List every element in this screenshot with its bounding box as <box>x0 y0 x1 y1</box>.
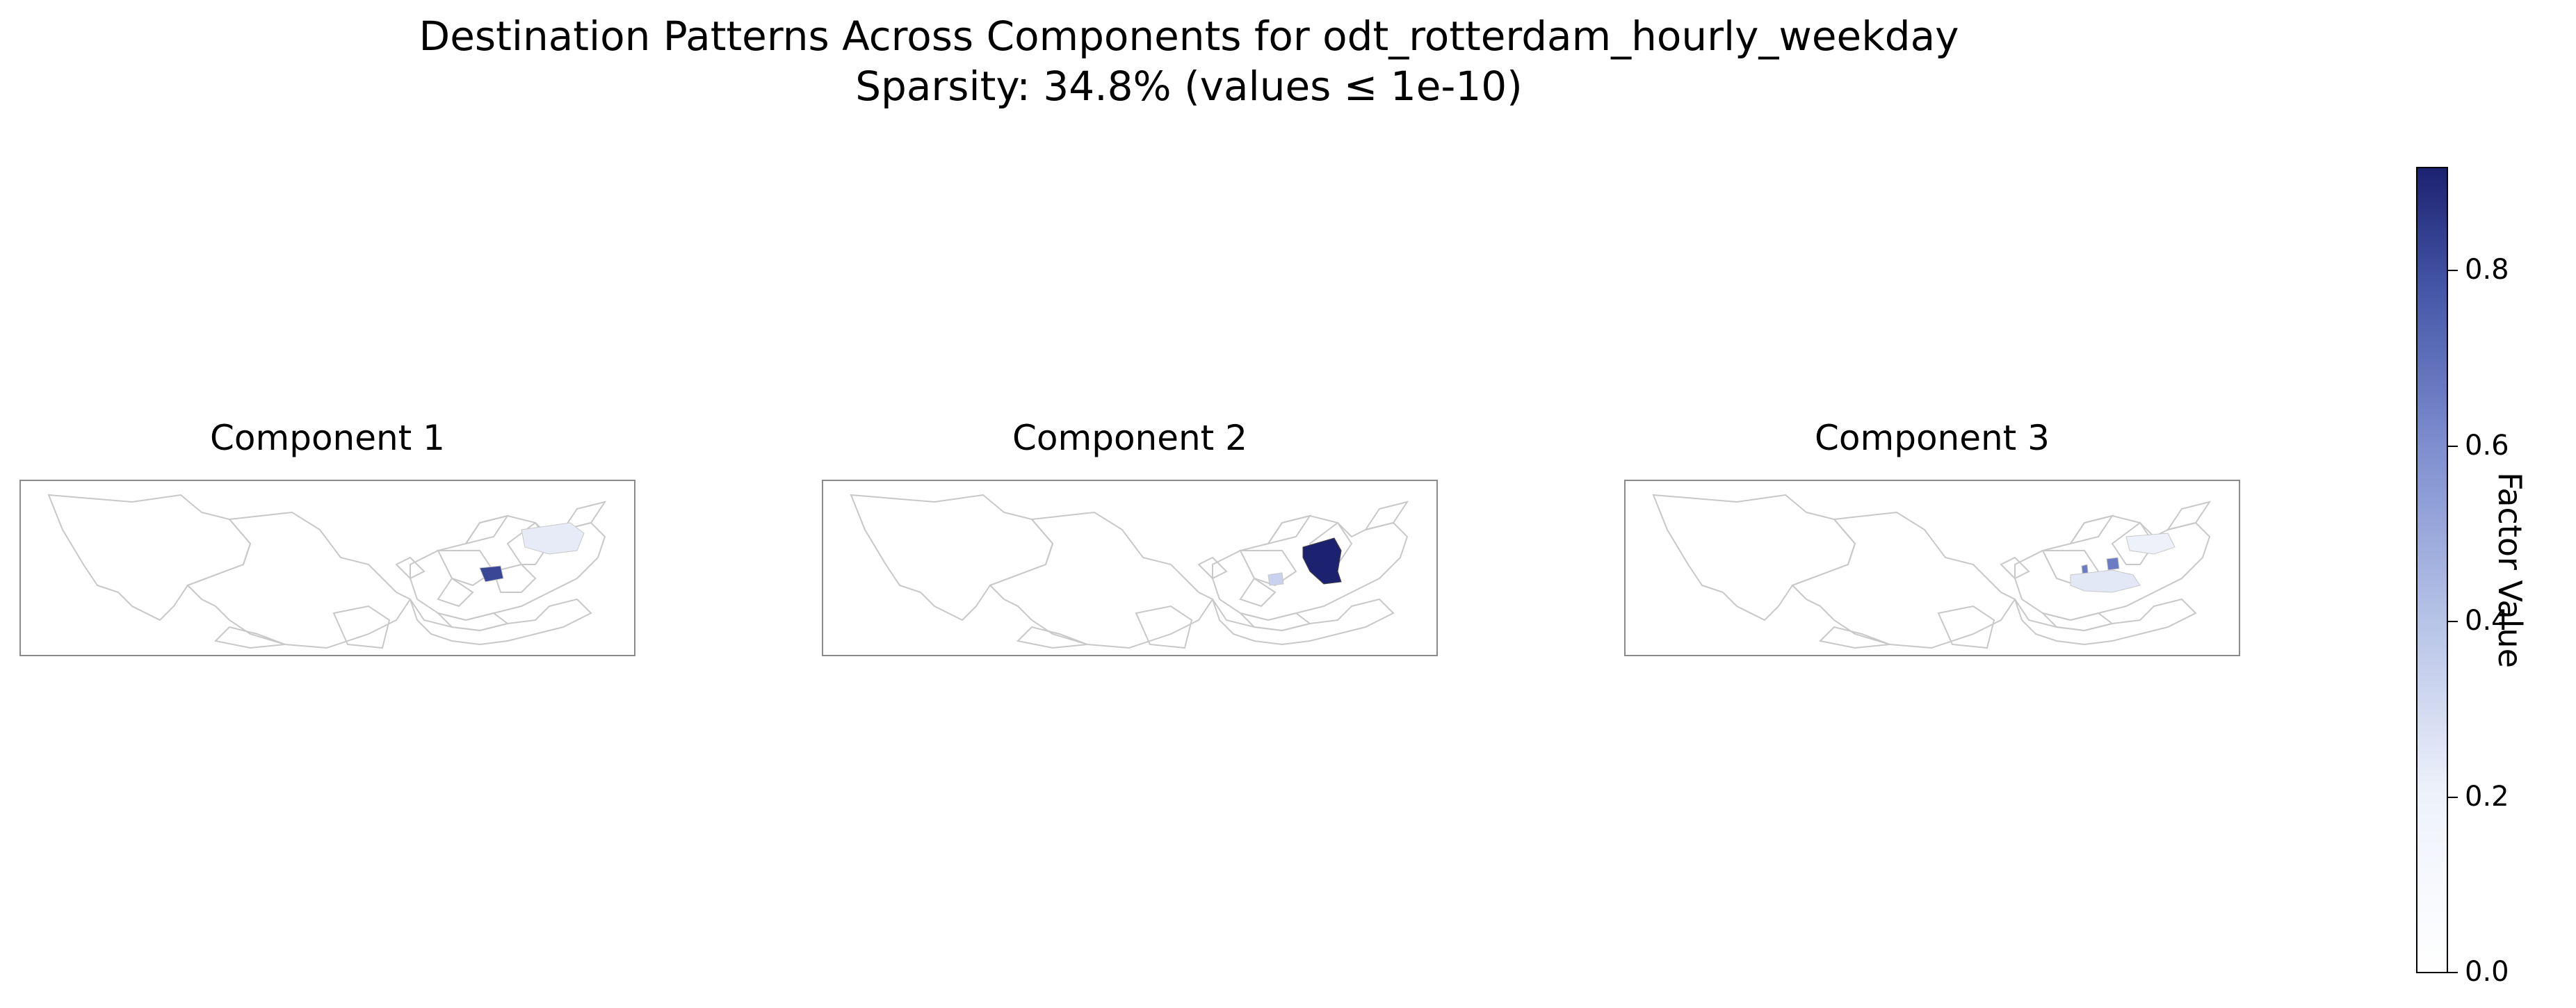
highlight-district-faint <box>2125 533 2176 555</box>
district-boundaries <box>1652 494 2212 649</box>
colorbar-gradient <box>2416 167 2448 973</box>
colorbar-tick-label-0.0: 0.0 <box>2465 956 2509 988</box>
colorbar-tick-label-0.8: 0.8 <box>2465 254 2509 286</box>
colorbar-tick-label-0.4: 0.4 <box>2465 605 2509 637</box>
map-component-1 <box>47 494 607 649</box>
panel-title-component-2: Component 2 <box>1012 418 1247 458</box>
district-boundaries <box>47 494 607 649</box>
colorbar-tick-0.2 <box>2448 797 2458 798</box>
colorbar-tick-0.6 <box>2448 446 2458 447</box>
map-component-3 <box>1652 494 2212 649</box>
highlight-district-primary <box>1302 537 1342 585</box>
colorbar-tick-0.8 <box>2448 270 2458 271</box>
map-frame-component-1 <box>19 480 635 656</box>
panel-title-component-1: Component 1 <box>210 418 445 458</box>
colorbar-tick-label-0.2: 0.2 <box>2465 781 2509 813</box>
highlight-district-secondary <box>1267 572 1284 586</box>
colorbar-label: Factor Value <box>2491 472 2529 668</box>
colorbar-tick-0.4 <box>2448 621 2458 622</box>
panel-title-component-3: Component 3 <box>1815 418 2050 458</box>
district-boundaries <box>850 494 1409 649</box>
highlight-district-primary <box>479 565 504 583</box>
highlight-district-tertiary <box>2070 569 2141 593</box>
highlight-district-secondary <box>521 522 585 555</box>
figure-title-sparsity: Sparsity: 34.8% (values ≤ 1e-10) <box>855 63 1523 110</box>
map-frame-component-3 <box>1624 480 2240 656</box>
colorbar-tick-label-0.6: 0.6 <box>2465 430 2509 462</box>
map-frame-component-2 <box>822 480 1438 656</box>
map-component-2 <box>850 494 1409 649</box>
highlight-district-primary <box>2106 557 2120 571</box>
figure-title-main: Destination Patterns Across Components f… <box>419 13 1959 60</box>
colorbar: 0.0 0.2 0.4 0.6 0.8 <box>2416 167 2509 986</box>
colorbar-tick-0.0 <box>2448 972 2458 973</box>
figure-title: Destination Patterns Across Components f… <box>0 11 2378 111</box>
